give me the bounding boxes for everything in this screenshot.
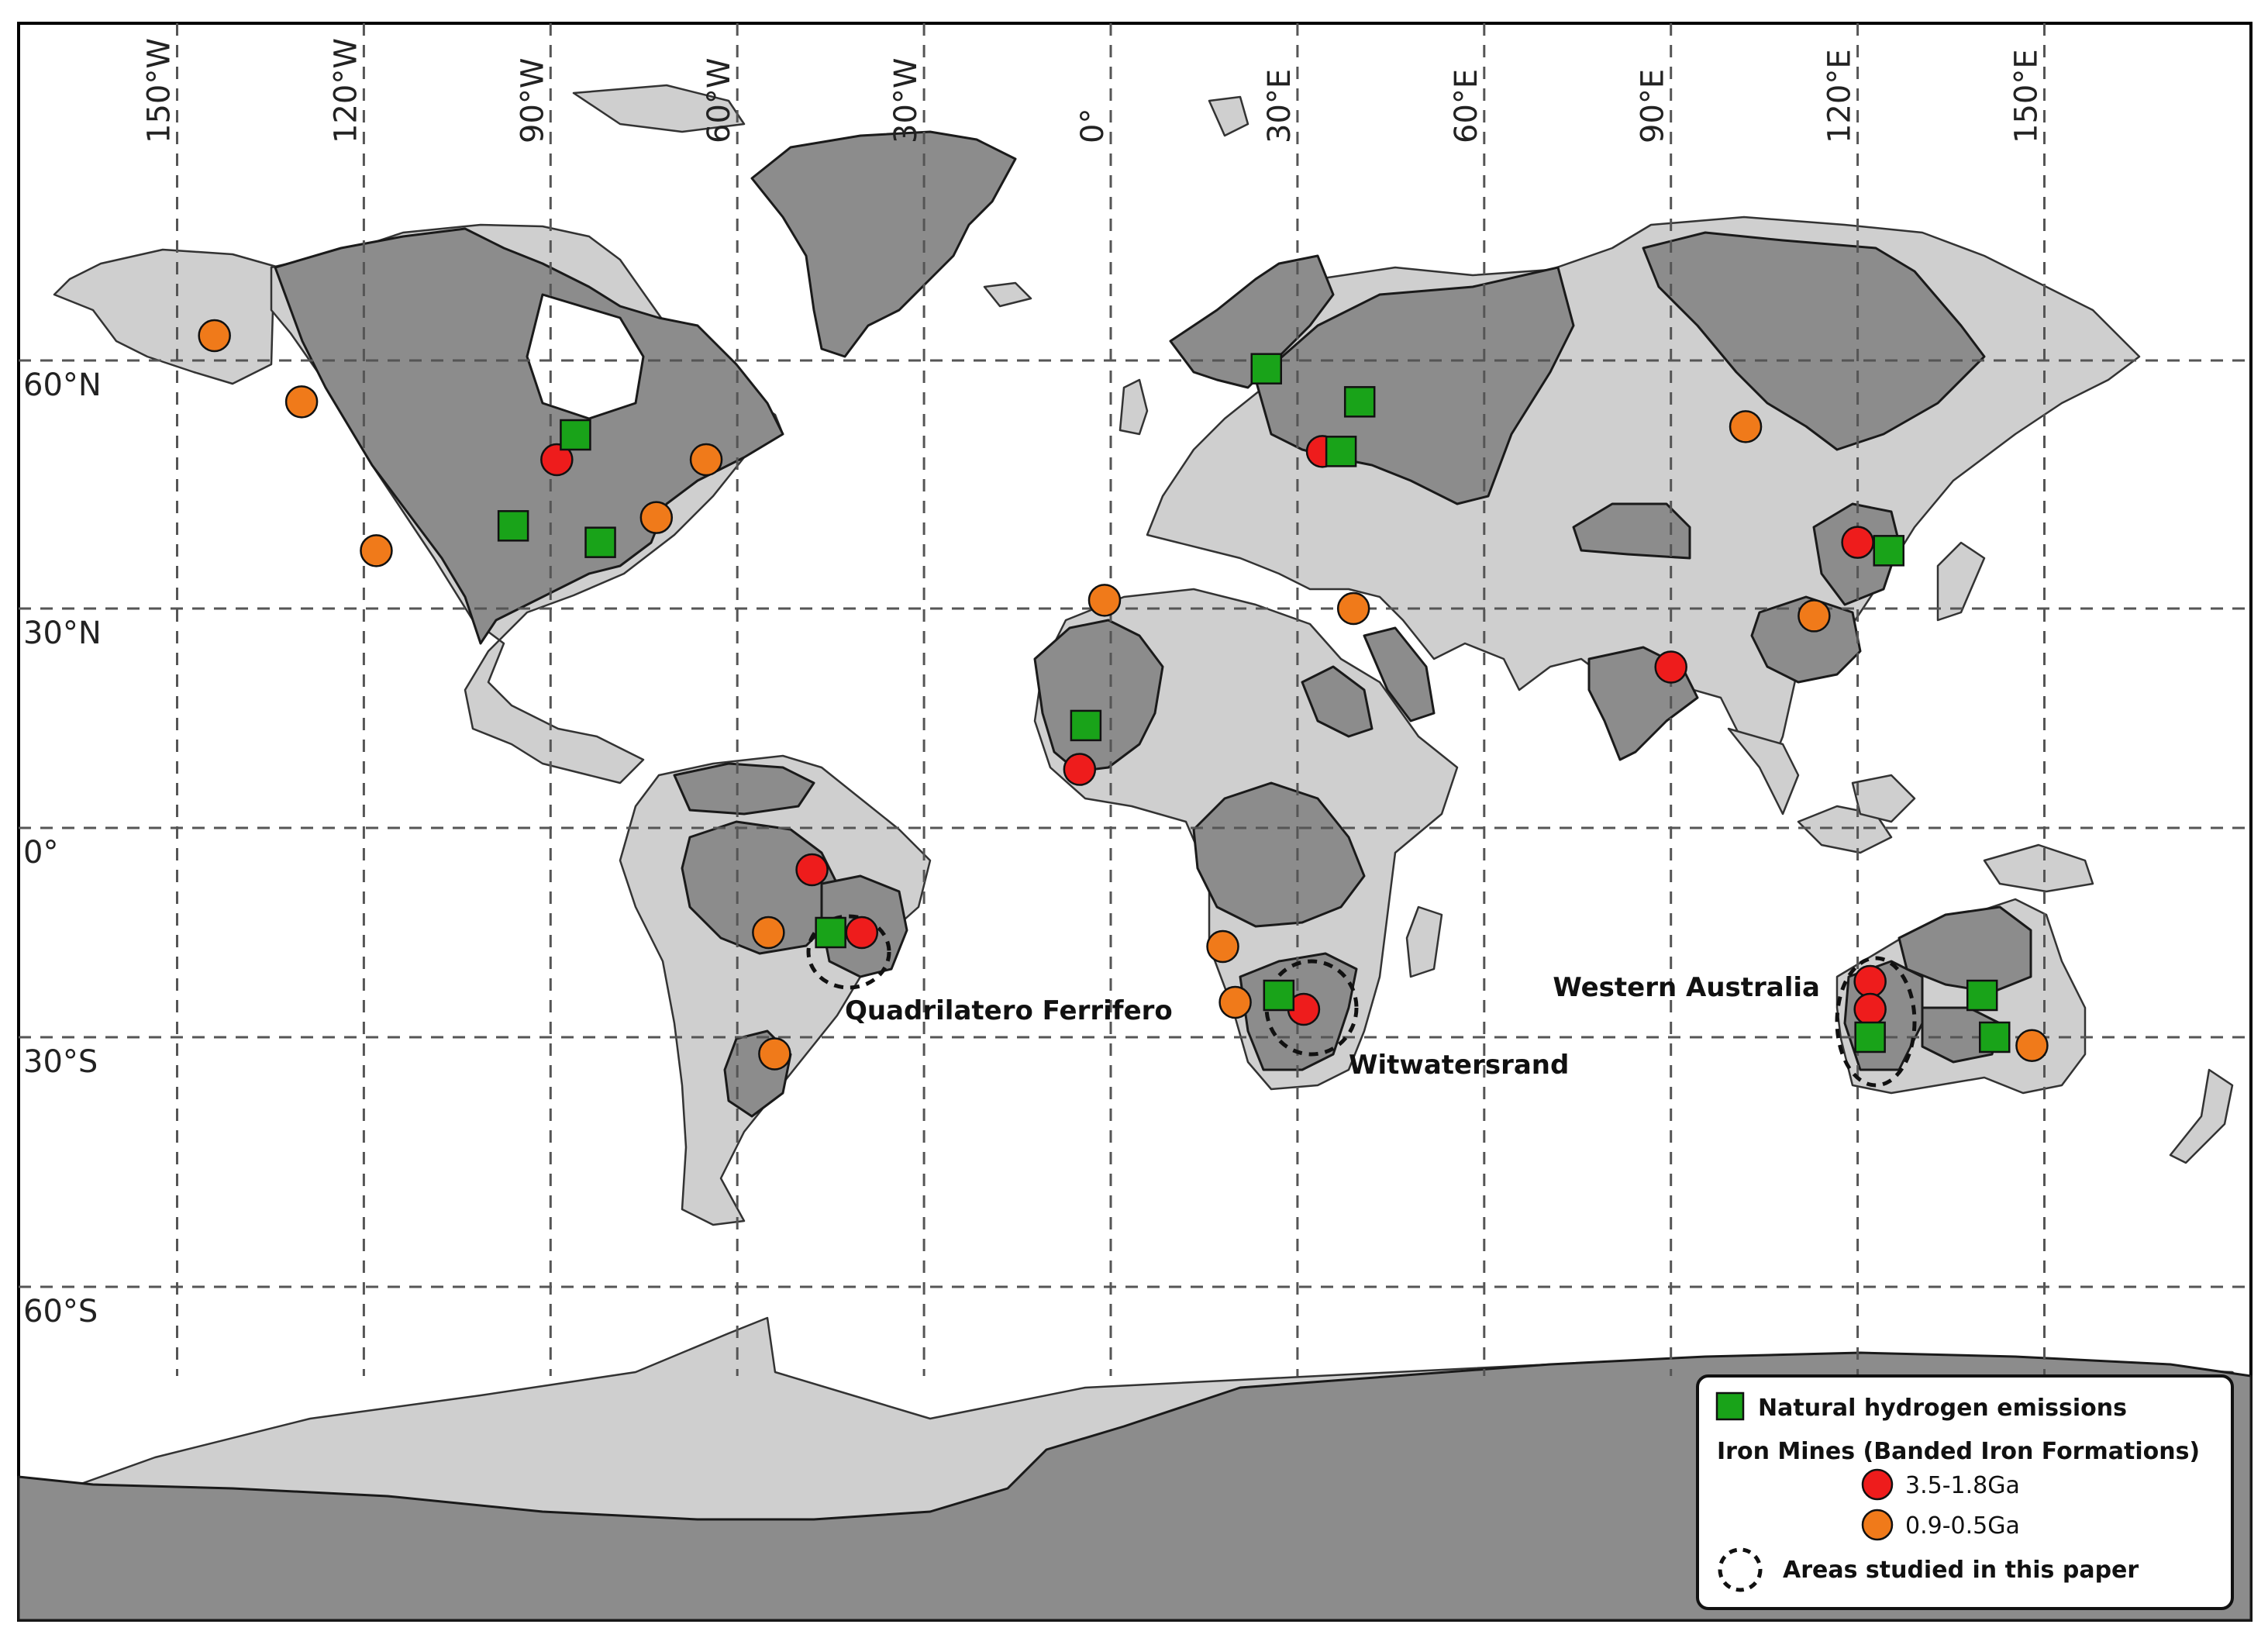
craton-saharan: [1301, 665, 1374, 738]
bif-young-marker: [1206, 929, 1239, 964]
hydrogen-marker: [815, 916, 846, 949]
craton-antarctica: [17, 1351, 2252, 1622]
land-borneo: [1851, 774, 1916, 823]
latitude-label: 30°S: [23, 1044, 98, 1080]
land-japan: [1936, 541, 1986, 622]
bif-old-marker: [1654, 650, 1687, 684]
bif-young-marker: [758, 1037, 791, 1071]
bif-old-marker: [1841, 526, 1874, 559]
land-iceland: [983, 281, 1032, 308]
hydrogen-marker: [560, 419, 591, 451]
studied-area-quadrilatero: [806, 914, 891, 990]
craton-greenland: [750, 130, 1017, 358]
land-alaska: [53, 248, 281, 385]
latitude-labels: 60°N 30°N 0° 30°S 60°S: [23, 367, 102, 1329]
hydrogen-marker: [1979, 1021, 2011, 1053]
legend-hydrogen-swatch: [1715, 1391, 1745, 1421]
craton-tarim: [1572, 502, 1691, 560]
hydrogen-marker: [1325, 436, 1357, 467]
legend-old-label: 3.5-1.8Ga: [1905, 1472, 2020, 1499]
site-markers: [198, 319, 2049, 1071]
craton-arabian: [1363, 626, 1436, 722]
land-madagascar: [1405, 905, 1443, 978]
land-new-guinea: [1983, 843, 2094, 893]
land-svalbard: [1208, 95, 1249, 137]
hydrogen-marker: [1250, 353, 1282, 384]
bif-young-marker: [1729, 410, 1763, 443]
bif-young-marker: [2015, 1029, 2049, 1062]
bif-old-marker: [540, 443, 574, 477]
studied-area-witwatersrand: [1264, 959, 1359, 1057]
longitude-labels: 150°W 120°W 90°W 60°W 30°W 0° 30°E 60°E 90°E 120°…: [142, 38, 2045, 143]
label-witwatersrand: Witwatersrand: [1349, 1050, 1569, 1081]
legend-studied-label: Areas studied in this paper: [1783, 1557, 2139, 1584]
legend-young-label: 0.9-0.5Ga: [1905, 1512, 2020, 1540]
bif-old-marker: [795, 853, 829, 887]
longitude-label: 30°W: [888, 58, 924, 143]
craton-siberian: [1642, 231, 1986, 451]
longitude-label: 120°E: [1822, 49, 1858, 143]
hydrogen-marker: [497, 510, 529, 542]
craton-west-africa: [1033, 619, 1164, 773]
bif-old-marker: [1853, 964, 1887, 998]
bif-old-marker: [845, 916, 879, 950]
hydrogen-marker: [584, 526, 616, 558]
legend-iron-title: Iron Mines (Banded Iron Formations): [1717, 1438, 2200, 1465]
longitude-label: 60°E: [1449, 69, 1484, 143]
hydrogen-marker: [1854, 1021, 1886, 1053]
longitude-label: 90°W: [515, 58, 550, 143]
bif-young-marker: [360, 534, 393, 567]
hydrogen-marker: [1263, 979, 1295, 1012]
hydrogen-marker: [1966, 979, 1998, 1012]
legend-box: [1696, 1374, 2234, 1610]
land-indonesia: [1797, 805, 1893, 854]
longitude-label: 150°E: [2009, 49, 2045, 143]
label-western-australia: Western Australia: [1553, 972, 1820, 1003]
latitude-label: 0°: [23, 835, 58, 871]
longitude-label: 30°E: [1262, 69, 1298, 143]
craton-baltic: [1169, 254, 1335, 389]
craton-north-australia: [1897, 905, 2032, 994]
land-southeast-asia: [1727, 727, 1800, 816]
longitude-label: 150°W: [142, 38, 178, 143]
graticule: [19, 23, 2251, 1376]
bif-old-marker: [1853, 992, 1887, 1026]
bif-young-marker: [1798, 599, 1831, 633]
latitude-label: 30°N: [23, 616, 102, 651]
legend-studied-swatch: [1718, 1547, 1763, 1592]
legend: Natural hydrogen emissions Iron Mines (B…: [1696, 1374, 2234, 1610]
studied-area-western-australia: [1835, 956, 1917, 1088]
longitude-label: 120°W: [328, 38, 364, 143]
bif-young-marker: [1218, 985, 1252, 1019]
latitude-label: 60°N: [23, 367, 102, 403]
longitude-label: 90°E: [1636, 69, 1671, 143]
studied-areas: [806, 914, 1917, 1088]
bif-old-marker: [1063, 753, 1097, 786]
land-uk: [1118, 378, 1149, 436]
bif-young-marker: [1087, 584, 1122, 617]
legend-old-swatch: [1861, 1468, 1894, 1501]
longitude-label: 0°: [1075, 109, 1111, 143]
bif-young-marker: [198, 319, 231, 353]
bif-young-marker: [752, 916, 785, 950]
latitude-label: 60°S: [23, 1294, 98, 1329]
bif-young-marker: [284, 385, 319, 419]
bif-young-marker: [639, 501, 674, 534]
craton-regions: [17, 130, 2252, 1622]
land-new-zealand: [2169, 1068, 2234, 1164]
legend-hydrogen-label: Natural hydrogen emissions: [1758, 1395, 2127, 1422]
legend-young-swatch: [1861, 1509, 1894, 1541]
bif-young-marker: [689, 443, 723, 477]
hydrogen-marker: [1343, 386, 1376, 418]
bif-young-marker: [1336, 591, 1370, 626]
label-quadrilatero: Quadrilatero Ferrifero: [845, 995, 1173, 1026]
hydrogen-marker: [1070, 709, 1102, 742]
longitude-label: 60°W: [701, 58, 737, 143]
hydrogen-marker: [1873, 535, 1904, 567]
craton-congo: [1192, 781, 1366, 928]
land-arctic-islands: [572, 84, 746, 133]
craton-hudson: [526, 293, 645, 420]
